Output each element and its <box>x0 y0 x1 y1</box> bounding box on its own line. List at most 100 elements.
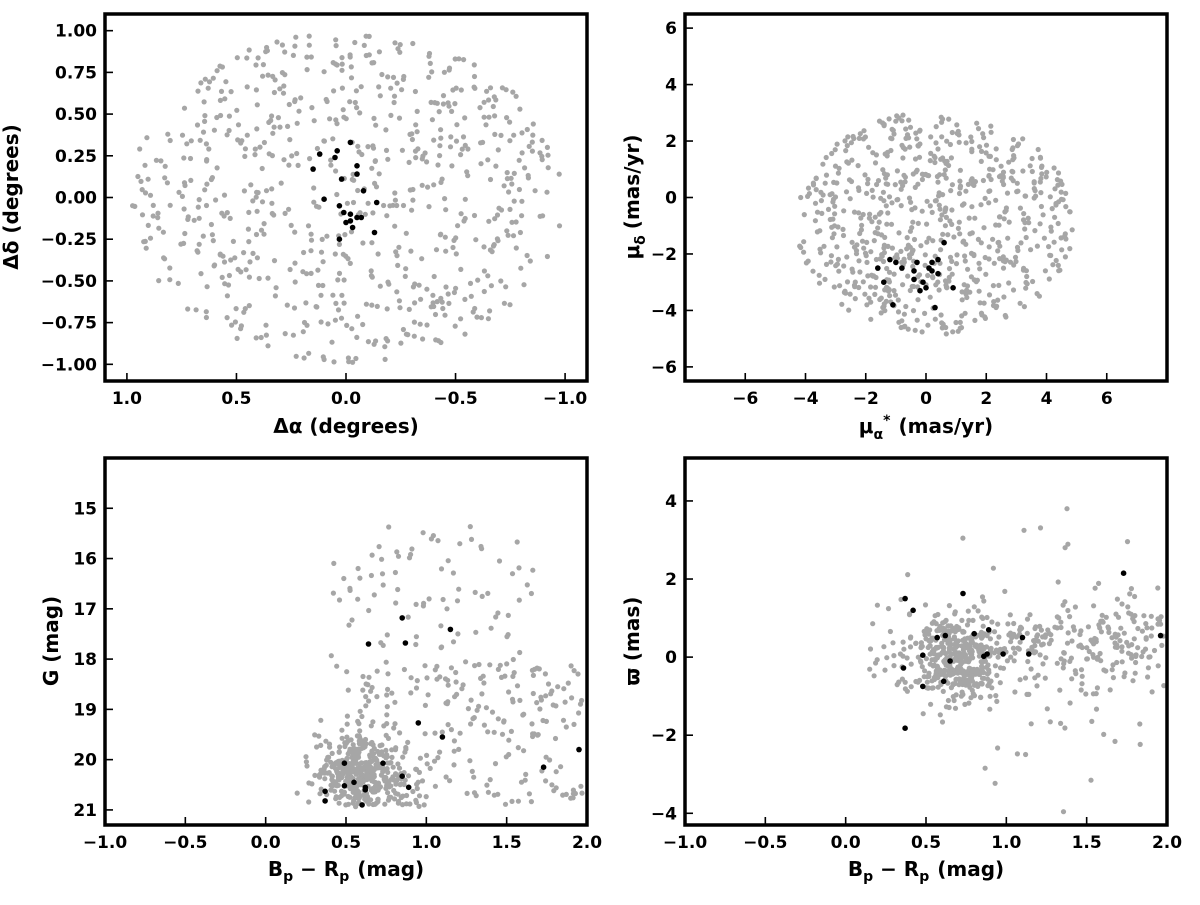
cmd-field-point <box>341 575 347 582</box>
parallax-field-point <box>1071 627 1077 633</box>
pm-field-point <box>1021 211 1027 217</box>
sky-field-point <box>465 146 471 152</box>
cmd-field-point <box>398 781 404 787</box>
cmd-field-point <box>333 779 339 785</box>
cmd-field-point <box>498 674 505 681</box>
cmd-field-point <box>354 795 361 801</box>
pm-field-point <box>947 254 954 260</box>
pm-field-point <box>944 285 950 291</box>
pm-field-point <box>887 293 893 299</box>
sky-field-point <box>193 307 199 313</box>
pm-member-point <box>914 259 920 266</box>
pm-field-point <box>928 134 934 140</box>
sky-field-point <box>147 192 154 198</box>
cmd-field-point <box>424 761 430 767</box>
cmd-field-point <box>551 788 557 794</box>
sky-field-point <box>494 212 501 218</box>
sky-field-point <box>459 146 465 152</box>
sky-field-point <box>318 319 324 325</box>
cmd-field-point <box>485 590 491 597</box>
sky-field-point <box>490 243 497 249</box>
parallax-field-point <box>1084 645 1090 651</box>
pm-field-point <box>885 181 891 187</box>
parallax-field-point <box>1098 629 1104 635</box>
cmd-field-point <box>439 729 445 735</box>
parallax-field-point <box>902 679 908 685</box>
parallax-field-point <box>989 685 995 691</box>
sky-field-point <box>339 292 345 298</box>
sky-field-point <box>167 265 173 271</box>
parallax-field-point <box>968 635 975 641</box>
pm-field-point <box>987 153 994 159</box>
cmd-field-point <box>463 659 469 665</box>
sky-field-point <box>382 344 388 350</box>
cmd-field-point <box>457 730 463 736</box>
sky-x-axis-label: Δα (degrees) <box>273 414 419 438</box>
sky-field-point <box>433 337 439 343</box>
pm-field-point <box>912 156 919 162</box>
parallax-member-point <box>1120 570 1127 576</box>
cmd-field-point <box>422 731 428 737</box>
cmd-field-point <box>495 610 501 616</box>
sky-field-point <box>485 316 491 322</box>
pm-field-point <box>927 158 933 164</box>
cmd-field-point <box>448 665 454 671</box>
parallax-field-point <box>1072 604 1078 610</box>
sky-field-point <box>204 284 210 290</box>
parallax-field-point <box>983 664 990 670</box>
sky-field-point <box>308 231 314 237</box>
pm-field-point <box>891 288 897 294</box>
sky-field-point <box>332 251 338 257</box>
sky-field-point <box>221 192 228 198</box>
parallax-field-point <box>898 596 904 603</box>
sky-field-point <box>286 162 292 168</box>
sky-field-point <box>501 300 507 306</box>
cmd-field-point <box>385 783 392 790</box>
pm-field-point <box>1062 254 1068 260</box>
parallax-field-point <box>940 688 946 695</box>
pm-field-point <box>891 271 897 277</box>
cmd-field-point <box>553 703 559 709</box>
pm-field-point <box>1022 226 1028 232</box>
sky-field-point <box>450 244 456 251</box>
pm-field-point <box>905 326 911 332</box>
parallax-field-point <box>1125 604 1131 610</box>
parallax-field-point <box>935 611 941 618</box>
cmd-field-point <box>454 691 460 698</box>
cmd-field-point <box>385 790 391 796</box>
sky-field-point <box>324 233 330 239</box>
parallax-field-point <box>1114 659 1120 666</box>
sky-field-point <box>488 283 494 289</box>
pm-field-point <box>968 250 975 256</box>
cmd-x-label-sub1: p <box>283 869 293 885</box>
sky-field-point <box>345 355 351 361</box>
parallax-field-point <box>1012 689 1018 695</box>
sky-field-point <box>266 119 272 125</box>
sky-field-point <box>293 34 299 40</box>
pm-field-point <box>993 157 999 163</box>
parallax-field-point <box>955 668 961 675</box>
sky-field-point <box>507 138 513 144</box>
parallax-field-point <box>990 565 997 571</box>
sky-field-point <box>413 122 419 128</box>
cmd-field-point <box>344 669 350 675</box>
pm-field-point <box>986 172 992 179</box>
sky-field-point <box>458 316 464 322</box>
sky-field-point <box>372 180 378 186</box>
cmd-field-point <box>499 731 506 737</box>
parallax-field-point <box>1013 634 1020 640</box>
parallax-field-point <box>1084 656 1090 662</box>
parallax-field-point <box>905 572 911 578</box>
pm-member-point <box>923 285 929 291</box>
pm-field-point <box>813 187 819 193</box>
parallax-x-tick-label: 2.0 <box>1152 833 1182 853</box>
cmd-field-point <box>391 777 397 783</box>
pm-y-tick-label: 2 <box>665 132 677 152</box>
pm-field-point <box>892 292 899 298</box>
pm-field-point <box>876 118 883 124</box>
sky-field-point <box>454 122 460 128</box>
parallax-field-point <box>1105 624 1111 630</box>
pm-member-point <box>890 302 896 308</box>
sky-field-point <box>279 42 285 48</box>
pm-field-point <box>1006 159 1012 165</box>
